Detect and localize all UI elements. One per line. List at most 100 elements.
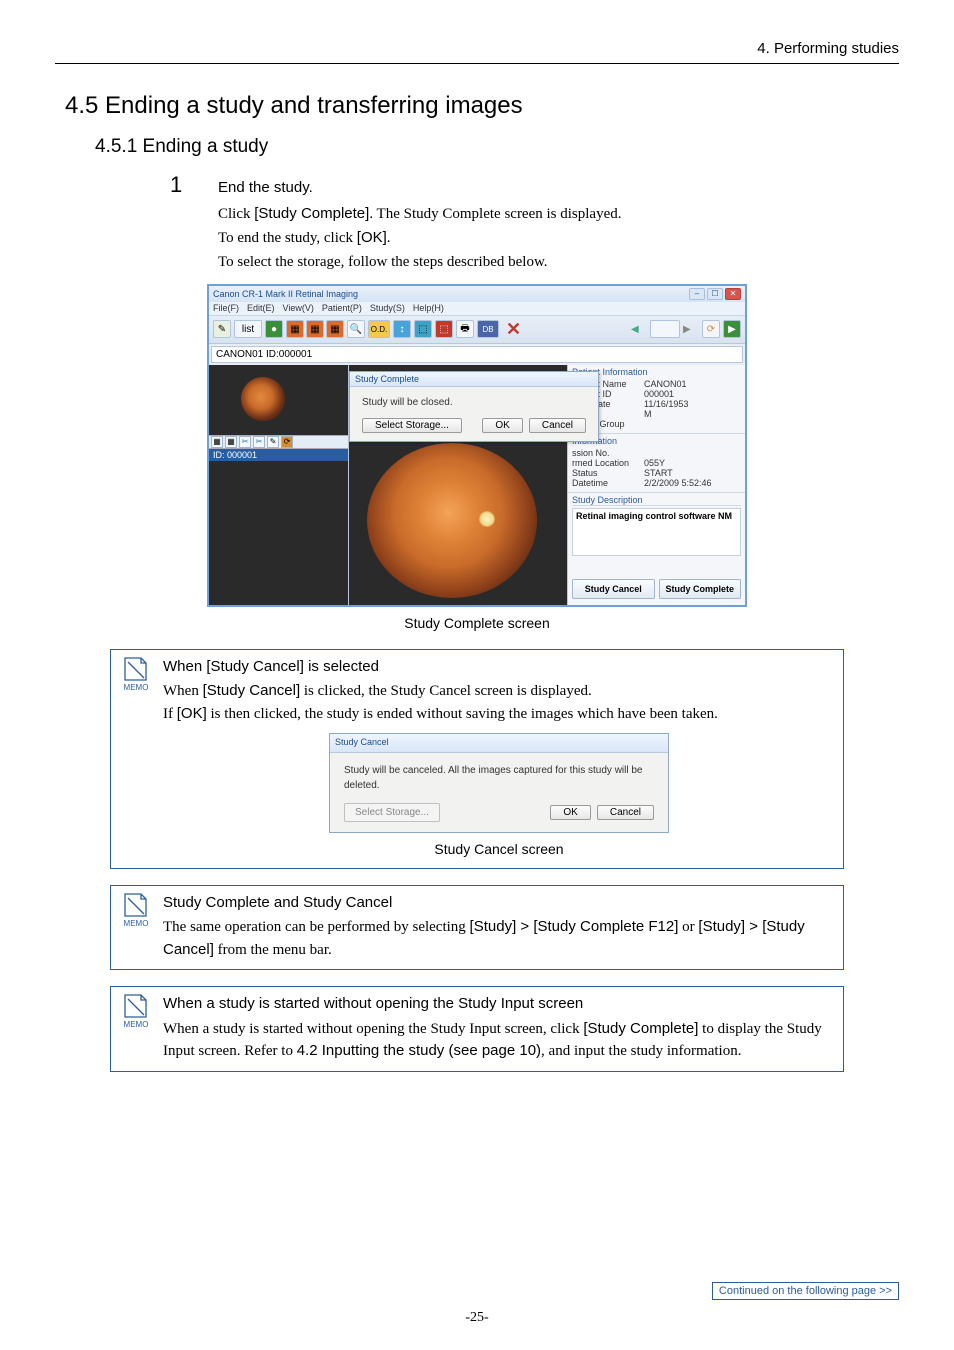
toolbar-icon[interactable]: list: [234, 320, 262, 338]
step-number: 1: [170, 172, 218, 198]
mini-icon[interactable]: ✂: [239, 436, 251, 448]
toolbar-close-icon[interactable]: ✕: [502, 319, 525, 340]
select-storage-button[interactable]: Select Storage...: [362, 418, 462, 433]
study-complete-dialog: Study Complete Study will be closed. Sel…: [349, 371, 599, 442]
memo-icon: MEMO: [119, 892, 153, 930]
retina-image: [367, 443, 537, 598]
close-button[interactable]: ✕: [725, 288, 741, 300]
t: [Study Complete]: [254, 205, 369, 222]
toolbar-icon[interactable]: ↕: [393, 320, 411, 338]
dialog-title: Study Cancel: [330, 734, 668, 753]
menubar: File(F) Edit(E) View(V) Patient(P) Study…: [209, 302, 745, 316]
study-cancel-button[interactable]: Study Cancel: [572, 579, 655, 599]
description-block: Study Description Retinal imaging contro…: [568, 493, 745, 558]
l: Status: [572, 468, 644, 478]
memo-title: When [Study Cancel] is selected: [163, 656, 835, 679]
t: If: [163, 706, 177, 722]
mini-icon[interactable]: ✂: [253, 436, 265, 448]
memo-label: MEMO: [124, 919, 149, 928]
grid3-icon[interactable]: ▦: [326, 320, 344, 338]
memo-content: When [Study Cancel] is selected When [St…: [163, 656, 835, 860]
t: When: [163, 683, 203, 699]
t: When a study is started without opening …: [163, 1021, 583, 1037]
memo-title: When a study is started without opening …: [163, 993, 835, 1016]
cancel-button[interactable]: Cancel: [597, 805, 654, 820]
t: [OK]: [177, 705, 207, 722]
thumbnail-area: [209, 365, 348, 435]
desc-heading: Study Description: [572, 495, 741, 506]
desc-text[interactable]: Retinal imaging control software NM: [572, 508, 741, 556]
bottom-buttons: Study Cancel Study Complete: [568, 573, 745, 605]
t: from the menu bar.: [214, 942, 332, 958]
header-section: 4. Performing studies: [55, 40, 899, 57]
study-complete-button[interactable]: Study Complete: [659, 579, 742, 599]
menu-item[interactable]: Study(S): [370, 303, 405, 313]
toolbar-icon[interactable]: ▶: [723, 320, 741, 338]
v: 2/2/2009 5:52:46: [644, 478, 712, 488]
window-title: Canon CR-1 Mark II Retinal Imaging: [213, 289, 358, 299]
dialog-body: Study will be closed. Select Storage... …: [350, 387, 598, 441]
ok-button[interactable]: OK: [482, 418, 522, 433]
grid2-icon[interactable]: ▦: [306, 320, 324, 338]
prev-icon[interactable]: ◀: [631, 324, 647, 335]
print-icon[interactable]: 🖶: [456, 320, 474, 338]
toolbar-icon[interactable]: ●: [265, 320, 283, 338]
toolbar-group: ▦ ▦ ▦: [286, 320, 344, 338]
select-storage-disabled: Select Storage...: [344, 803, 440, 822]
cancel-button[interactable]: Cancel: [529, 418, 586, 433]
menu-item[interactable]: File(F): [213, 303, 239, 313]
t: 4.2 Inputting the study (see page 10): [297, 1042, 541, 1059]
mini-icon[interactable]: ▦: [225, 436, 237, 448]
dialog-message: Study will be canceled. All the images c…: [344, 763, 654, 793]
t: Click: [218, 206, 254, 222]
mini-icon[interactable]: ▦: [211, 436, 223, 448]
heading-1: 4.5 Ending a study and transferring imag…: [65, 92, 899, 120]
header-rule: [55, 63, 899, 64]
menu-item[interactable]: Patient(P): [322, 303, 362, 313]
dialog-message: Study will be closed.: [362, 397, 586, 408]
grid1-icon[interactable]: ▦: [286, 320, 304, 338]
v: CANON01: [644, 379, 687, 389]
t: The same operation can be performed by s…: [163, 919, 470, 935]
memo-title: Study Complete and Study Cancel: [163, 892, 835, 915]
next-icon[interactable]: ▶: [683, 324, 699, 335]
ok-button[interactable]: OK: [550, 805, 590, 820]
toolbar-icon[interactable]: ⬚: [414, 320, 432, 338]
memo-icon: MEMO: [119, 656, 153, 694]
step-title: End the study.: [218, 179, 313, 196]
window-controls: – ☐ ✕: [689, 288, 741, 300]
l: ssion No.: [572, 448, 644, 458]
t: .: [387, 230, 391, 246]
step-row: 1 End the study.: [170, 172, 899, 198]
footer-continued: Continued on the following page >>: [712, 1282, 899, 1300]
dialog-body: Study will be canceled. All the images c…: [330, 753, 668, 832]
menu-item[interactable]: View(V): [283, 303, 314, 313]
memo-icon: MEMO: [119, 993, 153, 1031]
toolbar-icon[interactable]: ⬚: [435, 320, 453, 338]
toolbar-icon[interactable]: ✎: [213, 320, 231, 338]
t: [Study] > [Study Complete F12]: [470, 918, 679, 935]
left-pane: ▦ ▦ ✂ ✂ ✎ ⟳ ID: 000001: [209, 365, 349, 605]
min-button[interactable]: –: [689, 288, 705, 300]
toolbar-icon[interactable]: ⟳: [702, 320, 720, 338]
heading-2: 4.5.1 Ending a study: [95, 136, 899, 158]
toolbar-icon[interactable]: O.D.: [368, 320, 390, 338]
caption-1: Study Complete screen: [55, 615, 899, 631]
cancel-dialog-wrap: Study Cancel Study will be canceled. All…: [163, 733, 835, 833]
memo-box-1: MEMO When [Study Cancel] is selected Whe…: [110, 649, 844, 869]
max-button[interactable]: ☐: [707, 288, 723, 300]
toolbar-icon[interactable]: DB: [477, 320, 499, 338]
study-cancel-dialog: Study Cancel Study will be canceled. All…: [329, 733, 669, 833]
menu-item[interactable]: Edit(E): [247, 303, 275, 313]
t: or: [678, 919, 698, 935]
mini-icon[interactable]: ✎: [267, 436, 279, 448]
mini-icon[interactable]: ⟳: [281, 436, 293, 448]
v: START: [644, 468, 673, 478]
t: is then clicked, the study is ended with…: [207, 706, 718, 722]
memo-box-2: MEMO Study Complete and Study Cancel The…: [110, 885, 844, 971]
zoom-icon[interactable]: 🔍: [347, 320, 365, 338]
v: M: [644, 409, 652, 419]
l: Datetime: [572, 478, 644, 488]
menu-item[interactable]: Help(H): [413, 303, 444, 313]
toolbar-icon[interactable]: [650, 320, 680, 338]
